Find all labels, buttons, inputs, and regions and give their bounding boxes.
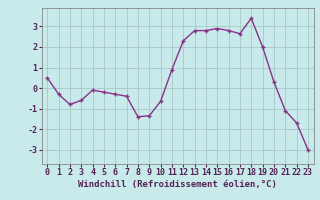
X-axis label: Windchill (Refroidissement éolien,°C): Windchill (Refroidissement éolien,°C) bbox=[78, 180, 277, 189]
